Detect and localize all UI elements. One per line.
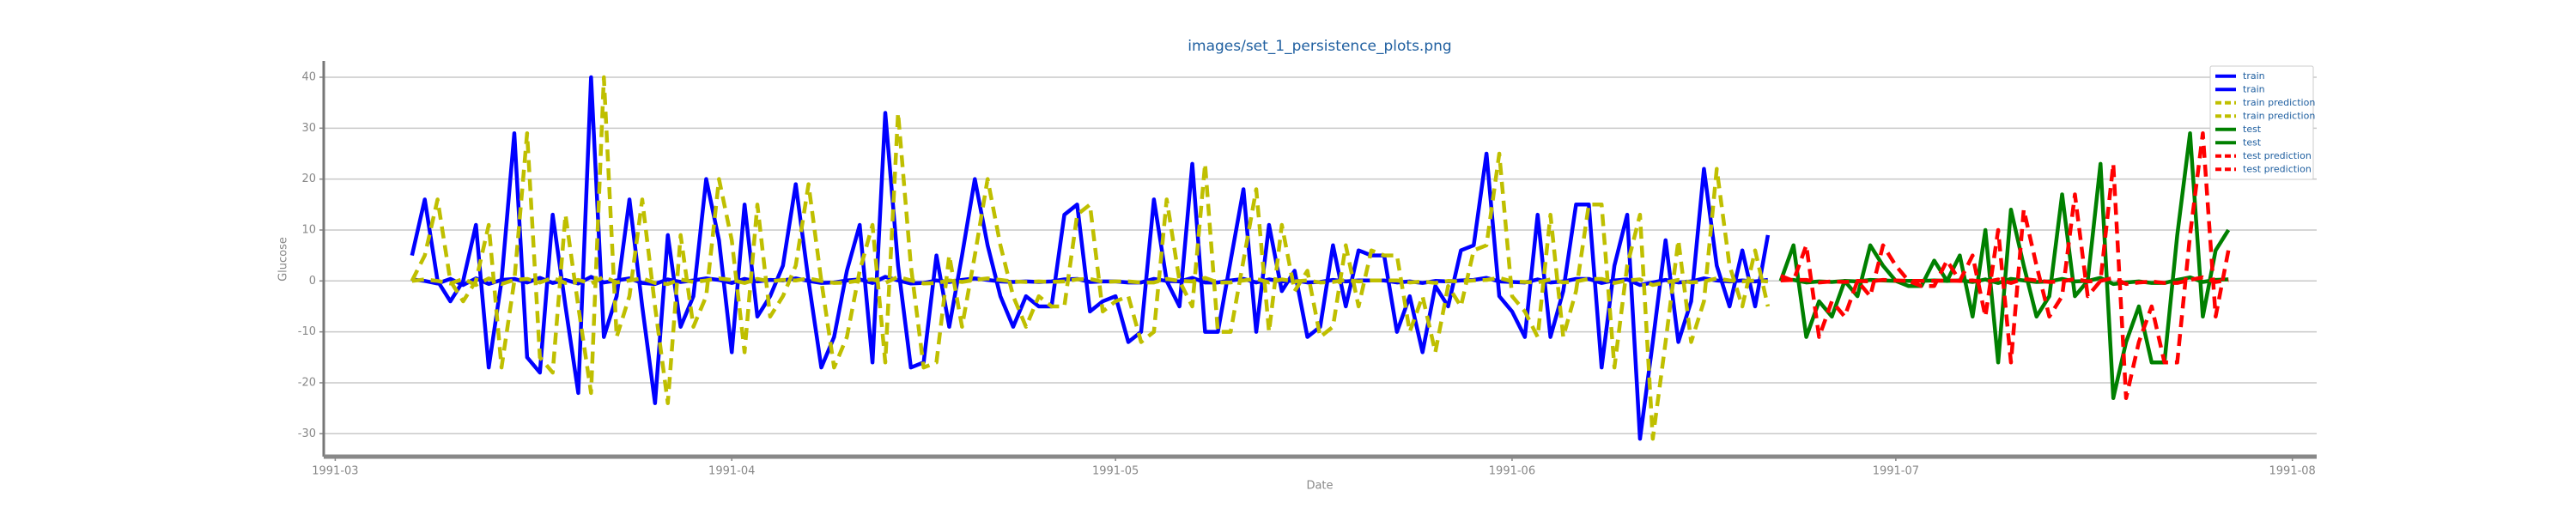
y-tick-label: 10 <box>301 223 316 236</box>
x-tick-label: 1991-06 <box>1489 465 1535 478</box>
y-tick-label: 40 <box>301 70 316 83</box>
x-axis-label: Date <box>1306 480 1333 493</box>
x-tick-label: 1991-07 <box>1873 465 1919 478</box>
series-line <box>410 75 1771 441</box>
legend-label: train <box>2243 70 2265 82</box>
y-tick-label: -30 <box>298 427 316 440</box>
y-tick-label: 30 <box>301 122 316 135</box>
legend-label: train prediction <box>2243 97 2315 108</box>
x-tick-label: 1991-05 <box>1092 465 1139 478</box>
series-line <box>1779 131 2231 401</box>
chart-title: images/set_1_persistence_plots.png <box>1188 38 1451 55</box>
y-tick-label: -20 <box>298 376 316 389</box>
series-line <box>411 275 1769 288</box>
series-line <box>410 75 1771 441</box>
legend-label: test <box>2243 124 2262 135</box>
x-tick-label: 1991-03 <box>312 465 358 478</box>
legend-box <box>2209 65 2314 180</box>
legend-label: train <box>2243 83 2265 94</box>
x-tick-label: 1991-04 <box>708 465 755 478</box>
series-line <box>1778 131 2231 401</box>
legend-label: train prediction <box>2243 110 2315 121</box>
x-tick-label: 1991-08 <box>2269 465 2316 478</box>
y-tick-label: -10 <box>298 325 316 338</box>
legend-label: test prediction <box>2243 150 2312 161</box>
y-tick-label: 0 <box>309 275 316 288</box>
legend-label: test <box>2243 136 2262 148</box>
y-axis-label: Glucose <box>277 237 290 282</box>
legend-label: test prediction <box>2243 163 2312 174</box>
y-tick-label: 20 <box>301 173 316 185</box>
